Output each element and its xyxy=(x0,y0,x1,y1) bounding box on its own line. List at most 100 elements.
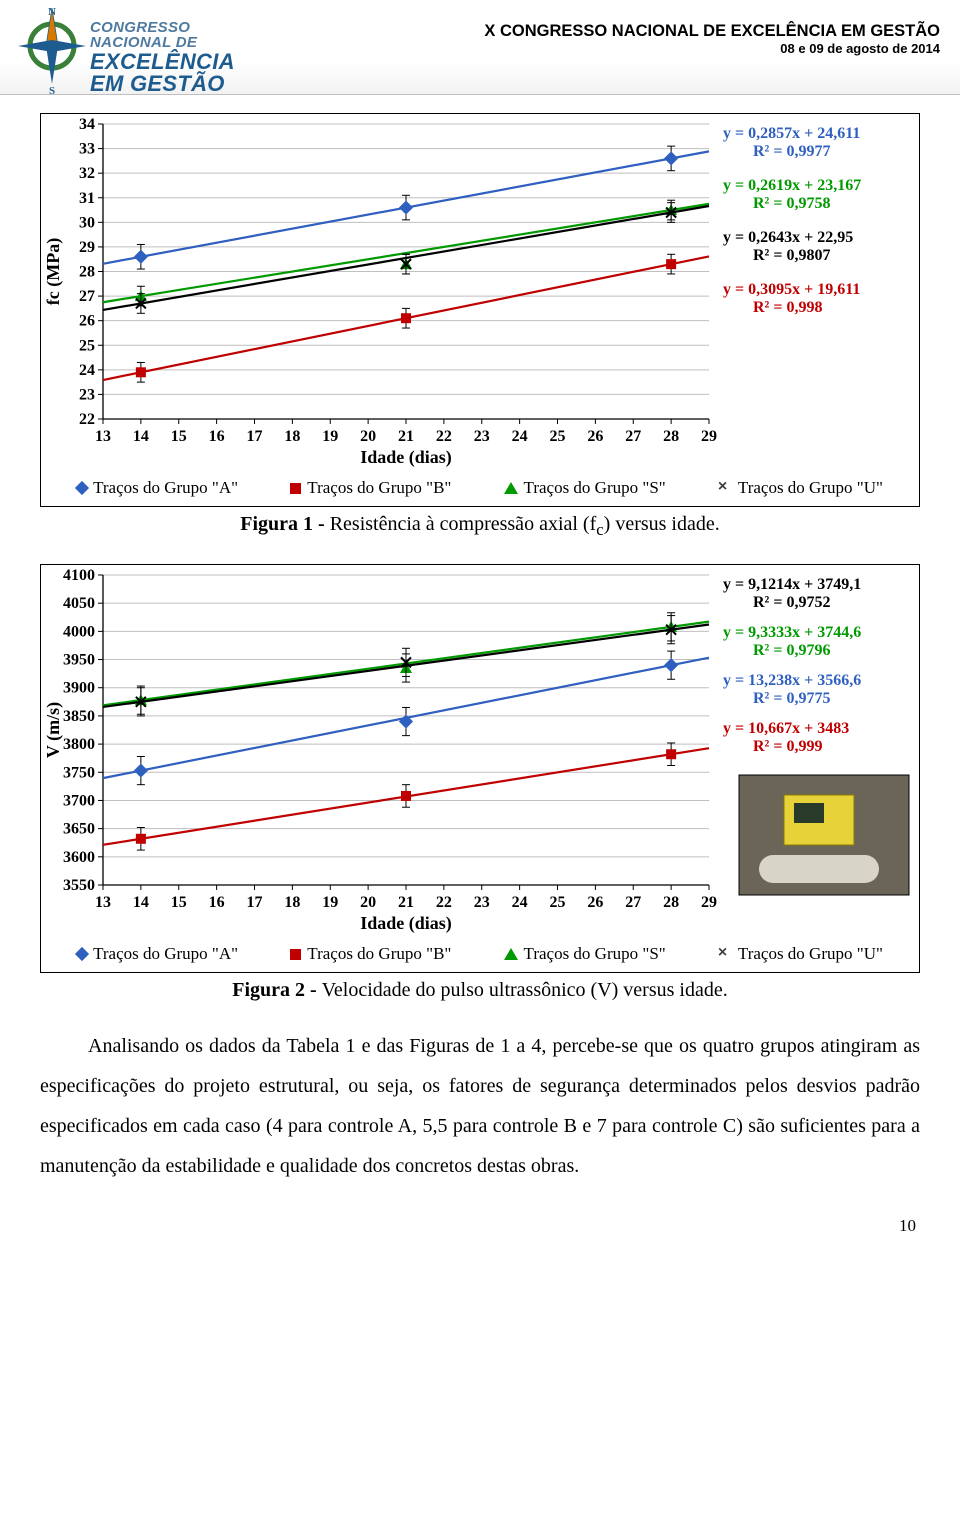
svg-text:27: 27 xyxy=(79,288,95,305)
svg-text:22: 22 xyxy=(436,428,452,445)
svg-text:fc (MPa): fc (MPa) xyxy=(43,238,64,305)
svg-text:Idade (dias): Idade (dias) xyxy=(360,913,452,934)
svg-text:S: S xyxy=(49,85,55,94)
svg-text:34: 34 xyxy=(79,116,95,133)
svg-text:4050: 4050 xyxy=(63,595,95,612)
svg-text:y = 0,2857x + 24,611: y = 0,2857x + 24,611 xyxy=(723,125,860,142)
legend-u: Traços do Grupo "U" xyxy=(738,478,883,498)
svg-text:22: 22 xyxy=(79,411,95,428)
svg-text:y = 9,3333x + 3744,6: y = 9,3333x + 3744,6 xyxy=(723,624,861,641)
svg-text:20: 20 xyxy=(360,894,376,911)
svg-text:26: 26 xyxy=(587,428,603,445)
svg-text:18: 18 xyxy=(284,428,300,445)
chart2-legend: Traços do Grupo "A" Traços do Grupo "B" … xyxy=(41,940,919,972)
chart2-plot: 3550360036503700375038003850390039504000… xyxy=(41,565,919,935)
figure1-caption: Figura 1 - Resistência à compressão axia… xyxy=(40,513,920,540)
svg-text:y = 0,2619x + 23,167: y = 0,2619x + 23,167 xyxy=(723,177,861,194)
svg-text:3700: 3700 xyxy=(63,792,95,809)
figure-2: 3550360036503700375038003850390039504000… xyxy=(40,564,920,973)
svg-text:3550: 3550 xyxy=(63,877,95,894)
svg-text:15: 15 xyxy=(171,428,187,445)
svg-text:31: 31 xyxy=(79,190,95,207)
chart1-legend: Traços do Grupo "A" Traços do Grupo "B" … xyxy=(41,474,919,506)
svg-text:27: 27 xyxy=(625,894,641,911)
svg-text:14: 14 xyxy=(133,428,149,445)
svg-text:Idade (dias): Idade (dias) xyxy=(360,447,452,468)
svg-text:18: 18 xyxy=(284,894,300,911)
svg-text:23: 23 xyxy=(79,386,95,403)
logo-line1: CONGRESSO NACIONAL DE xyxy=(90,20,234,51)
legend-s: Traços do Grupo "S" xyxy=(524,478,666,498)
svg-text:14: 14 xyxy=(133,894,149,911)
svg-text:29: 29 xyxy=(79,239,95,256)
svg-text:3600: 3600 xyxy=(63,849,95,866)
header-subtitle: 08 e 09 de agosto de 2014 xyxy=(484,41,940,56)
chart1-plot: 22 23 24 25 26 27 28 29 30 31 32 33 34 13 14 15 16 17 18 19… xyxy=(41,114,919,469)
svg-text:25: 25 xyxy=(550,428,566,445)
svg-text:24: 24 xyxy=(79,362,95,379)
svg-text:R² = 0,9752: R² = 0,9752 xyxy=(753,594,830,611)
svg-text:13: 13 xyxy=(95,428,111,445)
figure2-caption: Figura 2 - Velocidade do pulso ultrassôn… xyxy=(40,979,920,1002)
svg-text:29: 29 xyxy=(701,894,717,911)
page-number: 10 xyxy=(899,1216,916,1236)
svg-text:21: 21 xyxy=(398,894,414,911)
compass-icon: N S xyxy=(14,4,90,94)
legend-s: Traços do Grupo "S" xyxy=(524,944,666,964)
svg-text:28: 28 xyxy=(663,894,679,911)
svg-text:26: 26 xyxy=(587,894,603,911)
svg-text:3850: 3850 xyxy=(63,708,95,725)
logo-line2: EXCELÊNCIA EM GESTÃO xyxy=(90,51,234,96)
svg-text:22: 22 xyxy=(436,894,452,911)
svg-text:y = 0,2643x + 22,95: y = 0,2643x + 22,95 xyxy=(723,229,853,246)
svg-text:R² = 0,9807: R² = 0,9807 xyxy=(753,247,830,264)
svg-text:R² = 0,9758: R² = 0,9758 xyxy=(753,195,830,212)
svg-text:V (m/s): V (m/s) xyxy=(43,702,64,758)
figure-1: 22 23 24 25 26 27 28 29 30 31 32 33 34 13 14 15 16 17 18 19… xyxy=(40,113,920,507)
svg-text:28: 28 xyxy=(663,428,679,445)
svg-text:21: 21 xyxy=(398,428,414,445)
svg-text:17: 17 xyxy=(247,428,263,445)
svg-text:R² = 0,998: R² = 0,998 xyxy=(753,299,822,316)
svg-text:24: 24 xyxy=(512,428,528,445)
svg-text:3650: 3650 xyxy=(63,821,95,838)
svg-text:33: 33 xyxy=(79,141,95,158)
svg-text:16: 16 xyxy=(209,894,225,911)
page-header: N S CONGRESSO NACIONAL DE EXCELÊNCIA EM … xyxy=(0,0,960,95)
header-title: X CONGRESSO NACIONAL DE EXCELÊNCIA EM GE… xyxy=(484,22,940,41)
svg-text:25: 25 xyxy=(550,894,566,911)
legend-a: Traços do Grupo "A" xyxy=(93,478,238,498)
svg-text:20: 20 xyxy=(360,428,376,445)
svg-text:15: 15 xyxy=(171,894,187,911)
svg-text:y = 10,667x + 3483: y = 10,667x + 3483 xyxy=(723,720,849,737)
svg-text:16: 16 xyxy=(209,428,225,445)
svg-text:13: 13 xyxy=(95,894,111,911)
svg-text:29: 29 xyxy=(701,428,717,445)
legend-a: Traços do Grupo "A" xyxy=(93,944,238,964)
svg-text:32: 32 xyxy=(79,165,95,182)
svg-text:y = 9,1214x + 3749,1: y = 9,1214x + 3749,1 xyxy=(723,576,861,593)
svg-text:R² = 0,9977: R² = 0,9977 xyxy=(753,143,830,160)
svg-text:25: 25 xyxy=(79,337,95,354)
svg-text:R² = 0,9775: R² = 0,9775 xyxy=(753,690,830,707)
svg-text:N: N xyxy=(48,6,56,18)
svg-text:y = 13,238x + 3566,6: y = 13,238x + 3566,6 xyxy=(723,672,861,689)
legend-u: Traços do Grupo "U" xyxy=(738,944,883,964)
svg-text:23: 23 xyxy=(474,428,490,445)
svg-text:y = 0,3095x + 19,611: y = 0,3095x + 19,611 xyxy=(723,281,860,298)
svg-text:19: 19 xyxy=(322,428,338,445)
svg-text:3950: 3950 xyxy=(63,652,95,669)
svg-text:3750: 3750 xyxy=(63,764,95,781)
svg-text:27: 27 xyxy=(625,428,641,445)
svg-text:19: 19 xyxy=(322,894,338,911)
svg-text:4000: 4000 xyxy=(63,623,95,640)
svg-text:30: 30 xyxy=(79,214,95,231)
svg-text:28: 28 xyxy=(79,264,95,281)
svg-text:26: 26 xyxy=(79,313,95,330)
legend-b: Traços do Grupo "B" xyxy=(307,478,451,498)
svg-text:R² = 0,999: R² = 0,999 xyxy=(753,738,822,755)
svg-text:4100: 4100 xyxy=(63,567,95,584)
analysis-paragraph: Analisando os dados da Tabela 1 e das Fi… xyxy=(40,1026,920,1186)
svg-text:R² = 0,9796: R² = 0,9796 xyxy=(753,642,830,659)
svg-text:24: 24 xyxy=(512,894,528,911)
